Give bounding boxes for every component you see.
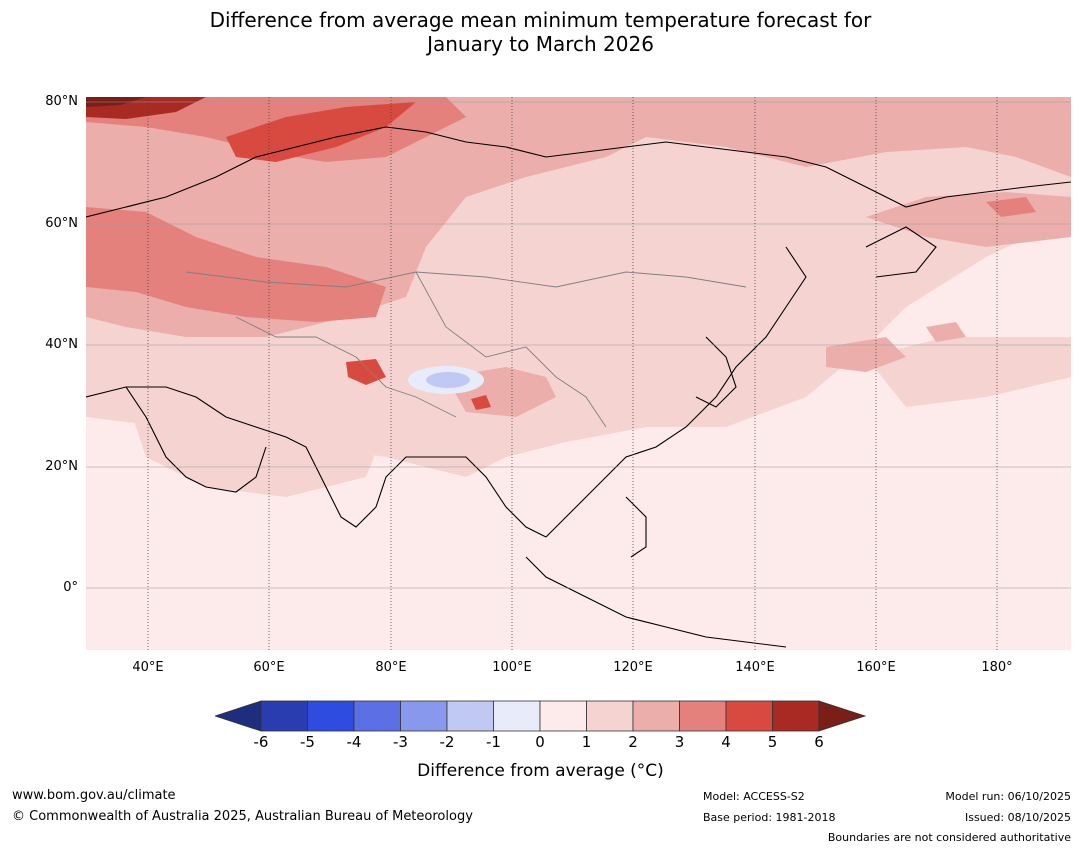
- colorbar-segment: [539, 700, 587, 732]
- anomaly-3-4-region-kamchatka: [986, 197, 1036, 217]
- philippines-coastline: [625, 496, 647, 558]
- footer-url: www.bom.gov.au/climate: [12, 788, 176, 803]
- colorbar-tick-label: 1: [581, 733, 592, 751]
- maritime-coastline: [525, 556, 787, 648]
- latitude-gridlines: [86, 101, 1071, 589]
- colorbar-segment: [400, 700, 448, 732]
- colorbar-segment: [307, 700, 355, 732]
- anomaly-3-4-region-west: [86, 207, 386, 322]
- border-china-west: [415, 271, 607, 428]
- colorbar-tick-label: -6: [253, 733, 269, 751]
- anomaly-minus-2-minus-1-region: [426, 372, 470, 388]
- lat-label-40n: 40°N: [45, 337, 78, 352]
- japan-coastline: [695, 336, 737, 408]
- colorbar-tick-label: -3: [393, 733, 408, 751]
- colorbar-tick-label: -5: [300, 733, 315, 751]
- arctic-coastline: [86, 126, 1071, 218]
- footer-model: Model: ACCESS-S2: [703, 790, 805, 803]
- anomaly-2-3-region-pacific-2: [926, 322, 966, 342]
- colorbar-tick-label: 5: [767, 733, 778, 751]
- lon-label-140e: 140°E: [735, 660, 775, 675]
- colorbar-segment: [632, 700, 680, 732]
- colorbar-tick-label: -2: [439, 733, 455, 751]
- lon-label-160e: 160°E: [856, 660, 896, 675]
- lat-label-20n: 20°N: [45, 459, 78, 474]
- colorbar-segment: [772, 700, 820, 732]
- temperature-anomaly-map: [86, 97, 1071, 650]
- colorbar-arrow-high: [818, 700, 867, 732]
- lat-label-60n: 60°N: [45, 216, 78, 231]
- colorbar-segment: [586, 700, 634, 732]
- longitude-gridlines: [147, 97, 998, 650]
- colorbar-tick-label: 0: [535, 733, 545, 751]
- anomaly-1-2-region-pacific: [866, 337, 1071, 407]
- lon-label-80e: 80°E: [375, 660, 407, 675]
- footer-copyright: © Commonwealth of Australia 2025, Austra…: [12, 809, 473, 824]
- anomaly-2-3-region-pacific-1: [826, 337, 906, 372]
- colorbar-segment: [353, 700, 401, 732]
- footer-disclaimer: Boundaries are not considered authoritat…: [827, 831, 1071, 844]
- border-russia-south: [185, 271, 747, 288]
- country-borders: [185, 271, 747, 428]
- map-canvas: [86, 97, 1071, 650]
- colorbar-tick-label: 4: [721, 733, 731, 751]
- lon-label-40e: 40°E: [132, 660, 164, 675]
- anomaly-4-5-region-himalaya: [471, 395, 491, 410]
- colorbar-tick-label: 3: [674, 733, 685, 751]
- colorbar-segment: [260, 700, 308, 732]
- lat-label-80n: 80°N: [45, 94, 78, 109]
- south-asia-coastline: [86, 386, 547, 538]
- colorbar: [215, 700, 867, 732]
- lat-label-equator: 0°: [63, 580, 78, 595]
- colorbar-tick-label: 2: [628, 733, 638, 751]
- footer-base-period: Base period: 1981-2018: [703, 811, 836, 824]
- border-central-asia: [235, 316, 457, 418]
- colorbar-segment: [493, 700, 541, 732]
- lon-label-180: 180°: [981, 660, 1013, 675]
- colorbar-tick-label: -4: [346, 733, 362, 751]
- coastlines: [86, 126, 1071, 648]
- lon-label-120e: 120°E: [613, 660, 653, 675]
- colorbar-segment: [679, 700, 727, 732]
- anomaly-4-5-region-karakoram: [346, 359, 386, 385]
- footer-issued: Issued: 08/10/2025: [964, 811, 1071, 824]
- arabia-coastline: [125, 386, 267, 493]
- colorbar-segment: [725, 700, 773, 732]
- title-line-1: Difference from average mean minimum tem…: [209, 8, 872, 32]
- east-asia-coastline: [545, 246, 807, 538]
- lon-label-60e: 60°E: [253, 660, 285, 675]
- colorbar-tick-label: 6: [814, 733, 824, 751]
- footer-model-run: Model run: 06/10/2025: [945, 790, 1071, 803]
- chart-title: Difference from average mean minimum tem…: [0, 8, 1081, 56]
- kamchatka-coastline: [865, 226, 937, 278]
- colorbar-label: Difference from average (°C): [417, 761, 664, 781]
- title-line-2: January to March 2026: [427, 32, 654, 56]
- colorbar-tick-label: -1: [486, 733, 501, 751]
- anomaly-1-2-region-arabia: [126, 387, 386, 497]
- colorbar-arrow-low: [215, 700, 262, 732]
- anomaly-4-5-region-kara: [226, 102, 416, 162]
- colorbar-segment: [446, 700, 494, 732]
- lon-label-100e: 100°E: [492, 660, 532, 675]
